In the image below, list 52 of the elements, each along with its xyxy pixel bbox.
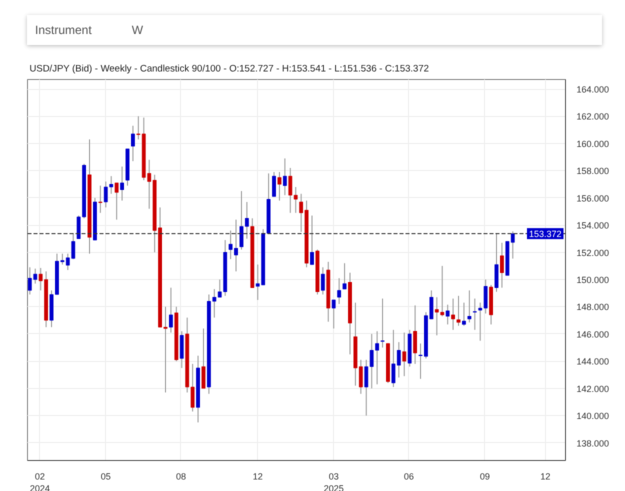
candlestick — [342, 262, 346, 290]
candlestick — [402, 332, 406, 377]
candlestick — [168, 287, 173, 334]
candlestick — [282, 158, 287, 196]
y-tick-label: 148.000 — [576, 302, 610, 312]
candlestick — [114, 182, 119, 220]
y-tick-label: 140.000 — [576, 411, 610, 422]
candlestick — [413, 304, 418, 364]
candlestick — [130, 125, 135, 162]
chart-title: USD/JPY (Bid) - Weekly - Candlestick 90/100 - O:152.727 - H:153.541 - L:151.536 - C:153.372 — [30, 64, 429, 74]
ref-line-label: 153.372 — [528, 229, 562, 240]
candlestick — [98, 185, 102, 214]
y-tick-label: 152.000 — [576, 248, 610, 258]
y-tick-label: 164.000 — [576, 84, 610, 95]
candlestick — [472, 298, 477, 330]
candlestick — [500, 242, 504, 288]
x-tick-label: 09 — [480, 472, 490, 482]
candlestick — [337, 278, 342, 305]
y-tick-label: 162.000 — [576, 112, 610, 122]
candlestick — [202, 328, 206, 389]
x-tick-label: 05 — [100, 472, 111, 482]
candlestick — [446, 304, 450, 325]
y-tick-label: 150.000 — [576, 275, 610, 286]
candlestick — [272, 172, 276, 198]
candlestick — [320, 266, 325, 295]
candlestick — [180, 330, 184, 368]
y-tick-label: 154.000 — [576, 220, 610, 231]
y-tick-label: 138.000 — [576, 438, 610, 448]
x-tick-label: 12 — [252, 472, 263, 482]
candlestick — [380, 298, 384, 348]
text: Instrument — [35, 23, 92, 37]
x-tick-label: 12 — [540, 472, 550, 482]
y-tick-label: 156.000 — [576, 193, 610, 204]
candlestick — [484, 279, 488, 314]
y-tick-label: 160.000 — [576, 138, 610, 149]
text: W — [132, 23, 144, 37]
candlestick — [467, 290, 472, 323]
y-tick-label: 144.000 — [576, 356, 610, 367]
y-tick-label: 146.000 — [576, 329, 610, 340]
candlestick — [332, 299, 336, 330]
y-tick-label: 158.000 — [576, 166, 610, 176]
candlestick — [451, 298, 456, 330]
candlestick — [120, 166, 124, 202]
candlestick — [456, 295, 460, 326]
candlestick — [462, 302, 466, 326]
y-tick-label: 142.000 — [576, 384, 610, 394]
candlestick — [478, 302, 482, 342]
x-tick-label: 06 — [404, 472, 414, 482]
candlestick — [310, 215, 314, 266]
x-tick-label: 08 — [176, 472, 186, 482]
candlestick — [494, 232, 498, 292]
candlestick — [278, 172, 282, 202]
